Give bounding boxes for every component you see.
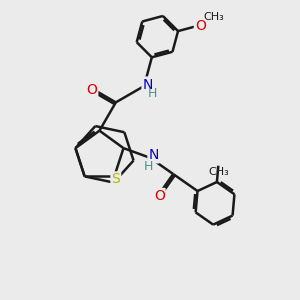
Text: CH₃: CH₃ bbox=[203, 12, 224, 22]
Text: CH₃: CH₃ bbox=[208, 167, 229, 177]
Text: N: N bbox=[148, 148, 159, 162]
Text: H: H bbox=[144, 160, 153, 172]
Text: O: O bbox=[86, 82, 97, 97]
Text: H: H bbox=[148, 87, 157, 100]
Text: O: O bbox=[154, 189, 165, 203]
Text: O: O bbox=[195, 19, 206, 33]
Text: N: N bbox=[142, 77, 153, 92]
Text: S: S bbox=[111, 172, 120, 186]
